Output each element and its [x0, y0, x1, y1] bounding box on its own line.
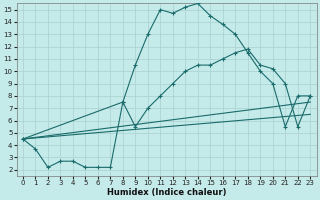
- X-axis label: Humidex (Indice chaleur): Humidex (Indice chaleur): [107, 188, 226, 197]
